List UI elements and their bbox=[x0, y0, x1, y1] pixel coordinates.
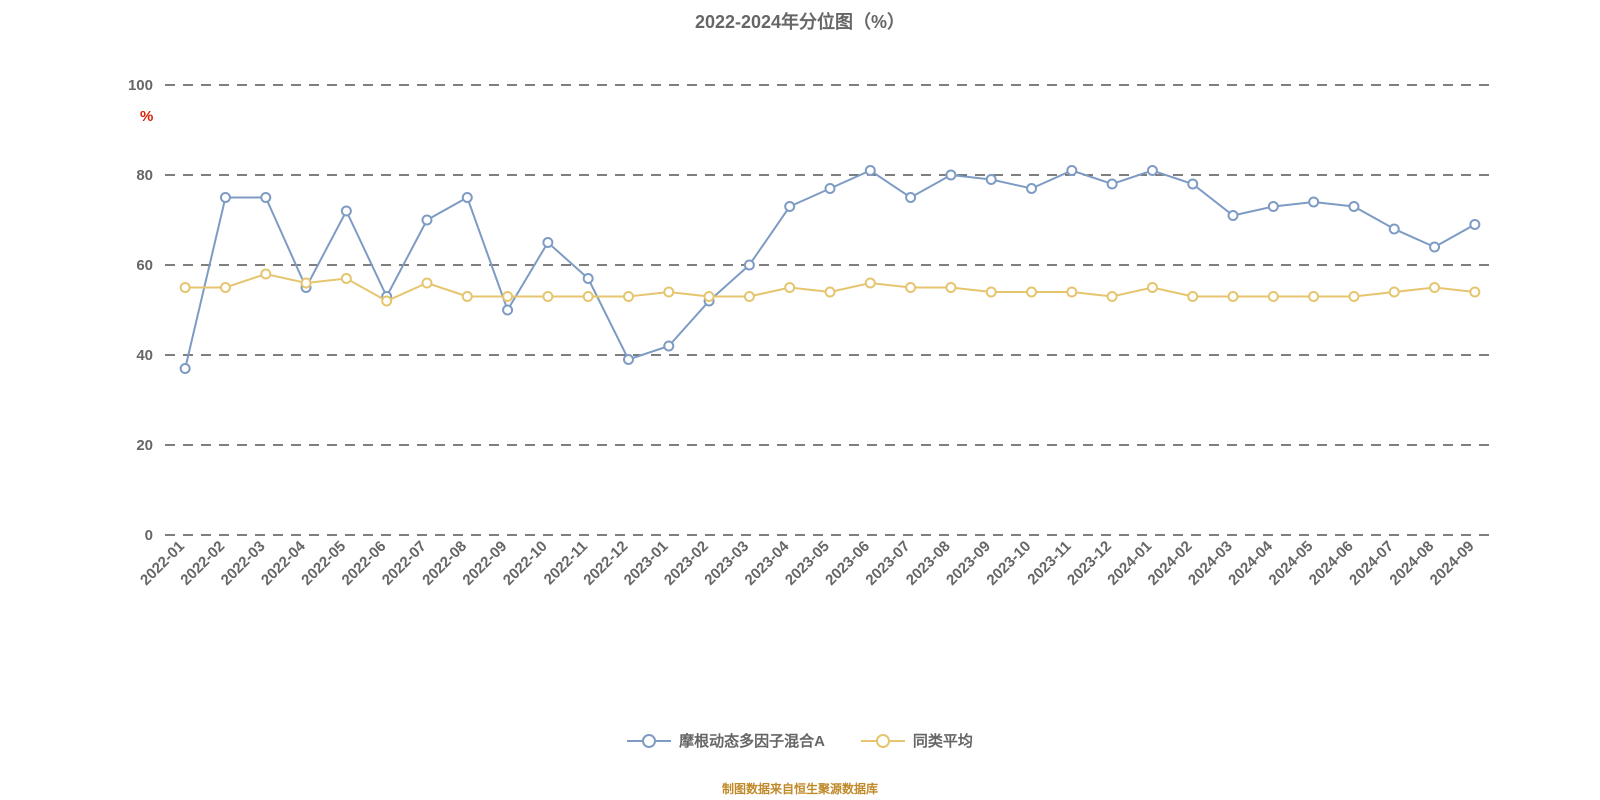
chart-container: 2022-2024年分位图（%） 020406080100%2022-01202… bbox=[0, 0, 1600, 800]
series-marker-1 bbox=[624, 292, 633, 301]
series-marker-1 bbox=[705, 292, 714, 301]
y-tick-label: 80 bbox=[136, 167, 153, 184]
series-marker-1 bbox=[1430, 283, 1439, 292]
series-marker-0 bbox=[624, 355, 633, 364]
series-marker-1 bbox=[1269, 292, 1278, 301]
series-marker-0 bbox=[584, 274, 593, 283]
series-marker-1 bbox=[946, 283, 955, 292]
series-marker-0 bbox=[987, 175, 996, 184]
series-marker-1 bbox=[382, 297, 391, 306]
series-marker-0 bbox=[946, 171, 955, 180]
chart-credit: 制图数据来自恒生聚源数据库 bbox=[0, 780, 1600, 797]
series-marker-0 bbox=[261, 193, 270, 202]
series-marker-1 bbox=[1027, 288, 1036, 297]
y-tick-label: 100 bbox=[128, 77, 153, 94]
series-marker-0 bbox=[221, 193, 230, 202]
series-marker-1 bbox=[1188, 292, 1197, 301]
legend-swatch bbox=[627, 733, 671, 749]
series-marker-0 bbox=[1430, 243, 1439, 252]
legend-label: 摩根动态多因子混合A bbox=[679, 730, 825, 751]
chart-plot: 020406080100%2022-012022-022022-032022-0… bbox=[110, 65, 1550, 675]
series-marker-0 bbox=[906, 193, 915, 202]
series-marker-1 bbox=[543, 292, 552, 301]
series-marker-1 bbox=[503, 292, 512, 301]
chart-title: 2022-2024年分位图（%） bbox=[0, 8, 1600, 34]
y-tick-label: 40 bbox=[136, 347, 153, 364]
series-marker-0 bbox=[1188, 180, 1197, 189]
series-marker-1 bbox=[785, 283, 794, 292]
series-marker-1 bbox=[1470, 288, 1479, 297]
x-tick-label: 2024-09 bbox=[1427, 538, 1478, 589]
series-marker-0 bbox=[1349, 202, 1358, 211]
series-marker-0 bbox=[1108, 180, 1117, 189]
series-marker-1 bbox=[745, 292, 754, 301]
y-tick-label: 0 bbox=[145, 527, 153, 544]
series-marker-0 bbox=[1390, 225, 1399, 234]
series-marker-0 bbox=[503, 306, 512, 315]
legend-swatch bbox=[861, 733, 905, 749]
series-marker-0 bbox=[785, 202, 794, 211]
series-marker-1 bbox=[987, 288, 996, 297]
series-marker-0 bbox=[866, 166, 875, 175]
series-marker-0 bbox=[342, 207, 351, 216]
series-marker-1 bbox=[1108, 292, 1117, 301]
legend-item-0: 摩根动态多因子混合A bbox=[627, 730, 825, 751]
series-marker-1 bbox=[1067, 288, 1076, 297]
series-marker-1 bbox=[906, 283, 915, 292]
series-marker-1 bbox=[866, 279, 875, 288]
series-marker-0 bbox=[463, 193, 472, 202]
series-marker-0 bbox=[1027, 184, 1036, 193]
series-marker-0 bbox=[1229, 211, 1238, 220]
series-marker-1 bbox=[1390, 288, 1399, 297]
series-marker-1 bbox=[221, 283, 230, 292]
y-tick-label: 60 bbox=[136, 257, 153, 274]
series-line-0 bbox=[185, 171, 1475, 369]
series-marker-0 bbox=[422, 216, 431, 225]
series-marker-0 bbox=[1470, 220, 1479, 229]
series-marker-0 bbox=[181, 364, 190, 373]
legend-item-1: 同类平均 bbox=[861, 730, 973, 751]
x-tick-label: 2022-10 bbox=[500, 538, 551, 589]
series-marker-1 bbox=[261, 270, 270, 279]
series-marker-0 bbox=[1309, 198, 1318, 207]
series-marker-1 bbox=[1229, 292, 1238, 301]
series-marker-1 bbox=[342, 274, 351, 283]
series-marker-1 bbox=[826, 288, 835, 297]
series-marker-0 bbox=[745, 261, 754, 270]
chart-legend: 摩根动态多因子混合A 同类平均 bbox=[0, 730, 1600, 753]
legend-label: 同类平均 bbox=[913, 730, 973, 751]
series-marker-1 bbox=[1309, 292, 1318, 301]
y-axis-unit: % bbox=[140, 108, 153, 125]
series-marker-1 bbox=[422, 279, 431, 288]
series-marker-1 bbox=[463, 292, 472, 301]
series-marker-0 bbox=[1067, 166, 1076, 175]
series-marker-1 bbox=[181, 283, 190, 292]
series-marker-0 bbox=[826, 184, 835, 193]
series-marker-0 bbox=[1148, 166, 1157, 175]
series-marker-1 bbox=[1148, 283, 1157, 292]
series-marker-0 bbox=[543, 238, 552, 247]
series-marker-1 bbox=[664, 288, 673, 297]
series-marker-1 bbox=[302, 279, 311, 288]
series-marker-0 bbox=[1269, 202, 1278, 211]
x-tick-label: 2023-10 bbox=[983, 538, 1034, 589]
series-marker-1 bbox=[1349, 292, 1358, 301]
series-marker-0 bbox=[664, 342, 673, 351]
y-tick-label: 20 bbox=[136, 437, 153, 454]
series-marker-1 bbox=[584, 292, 593, 301]
